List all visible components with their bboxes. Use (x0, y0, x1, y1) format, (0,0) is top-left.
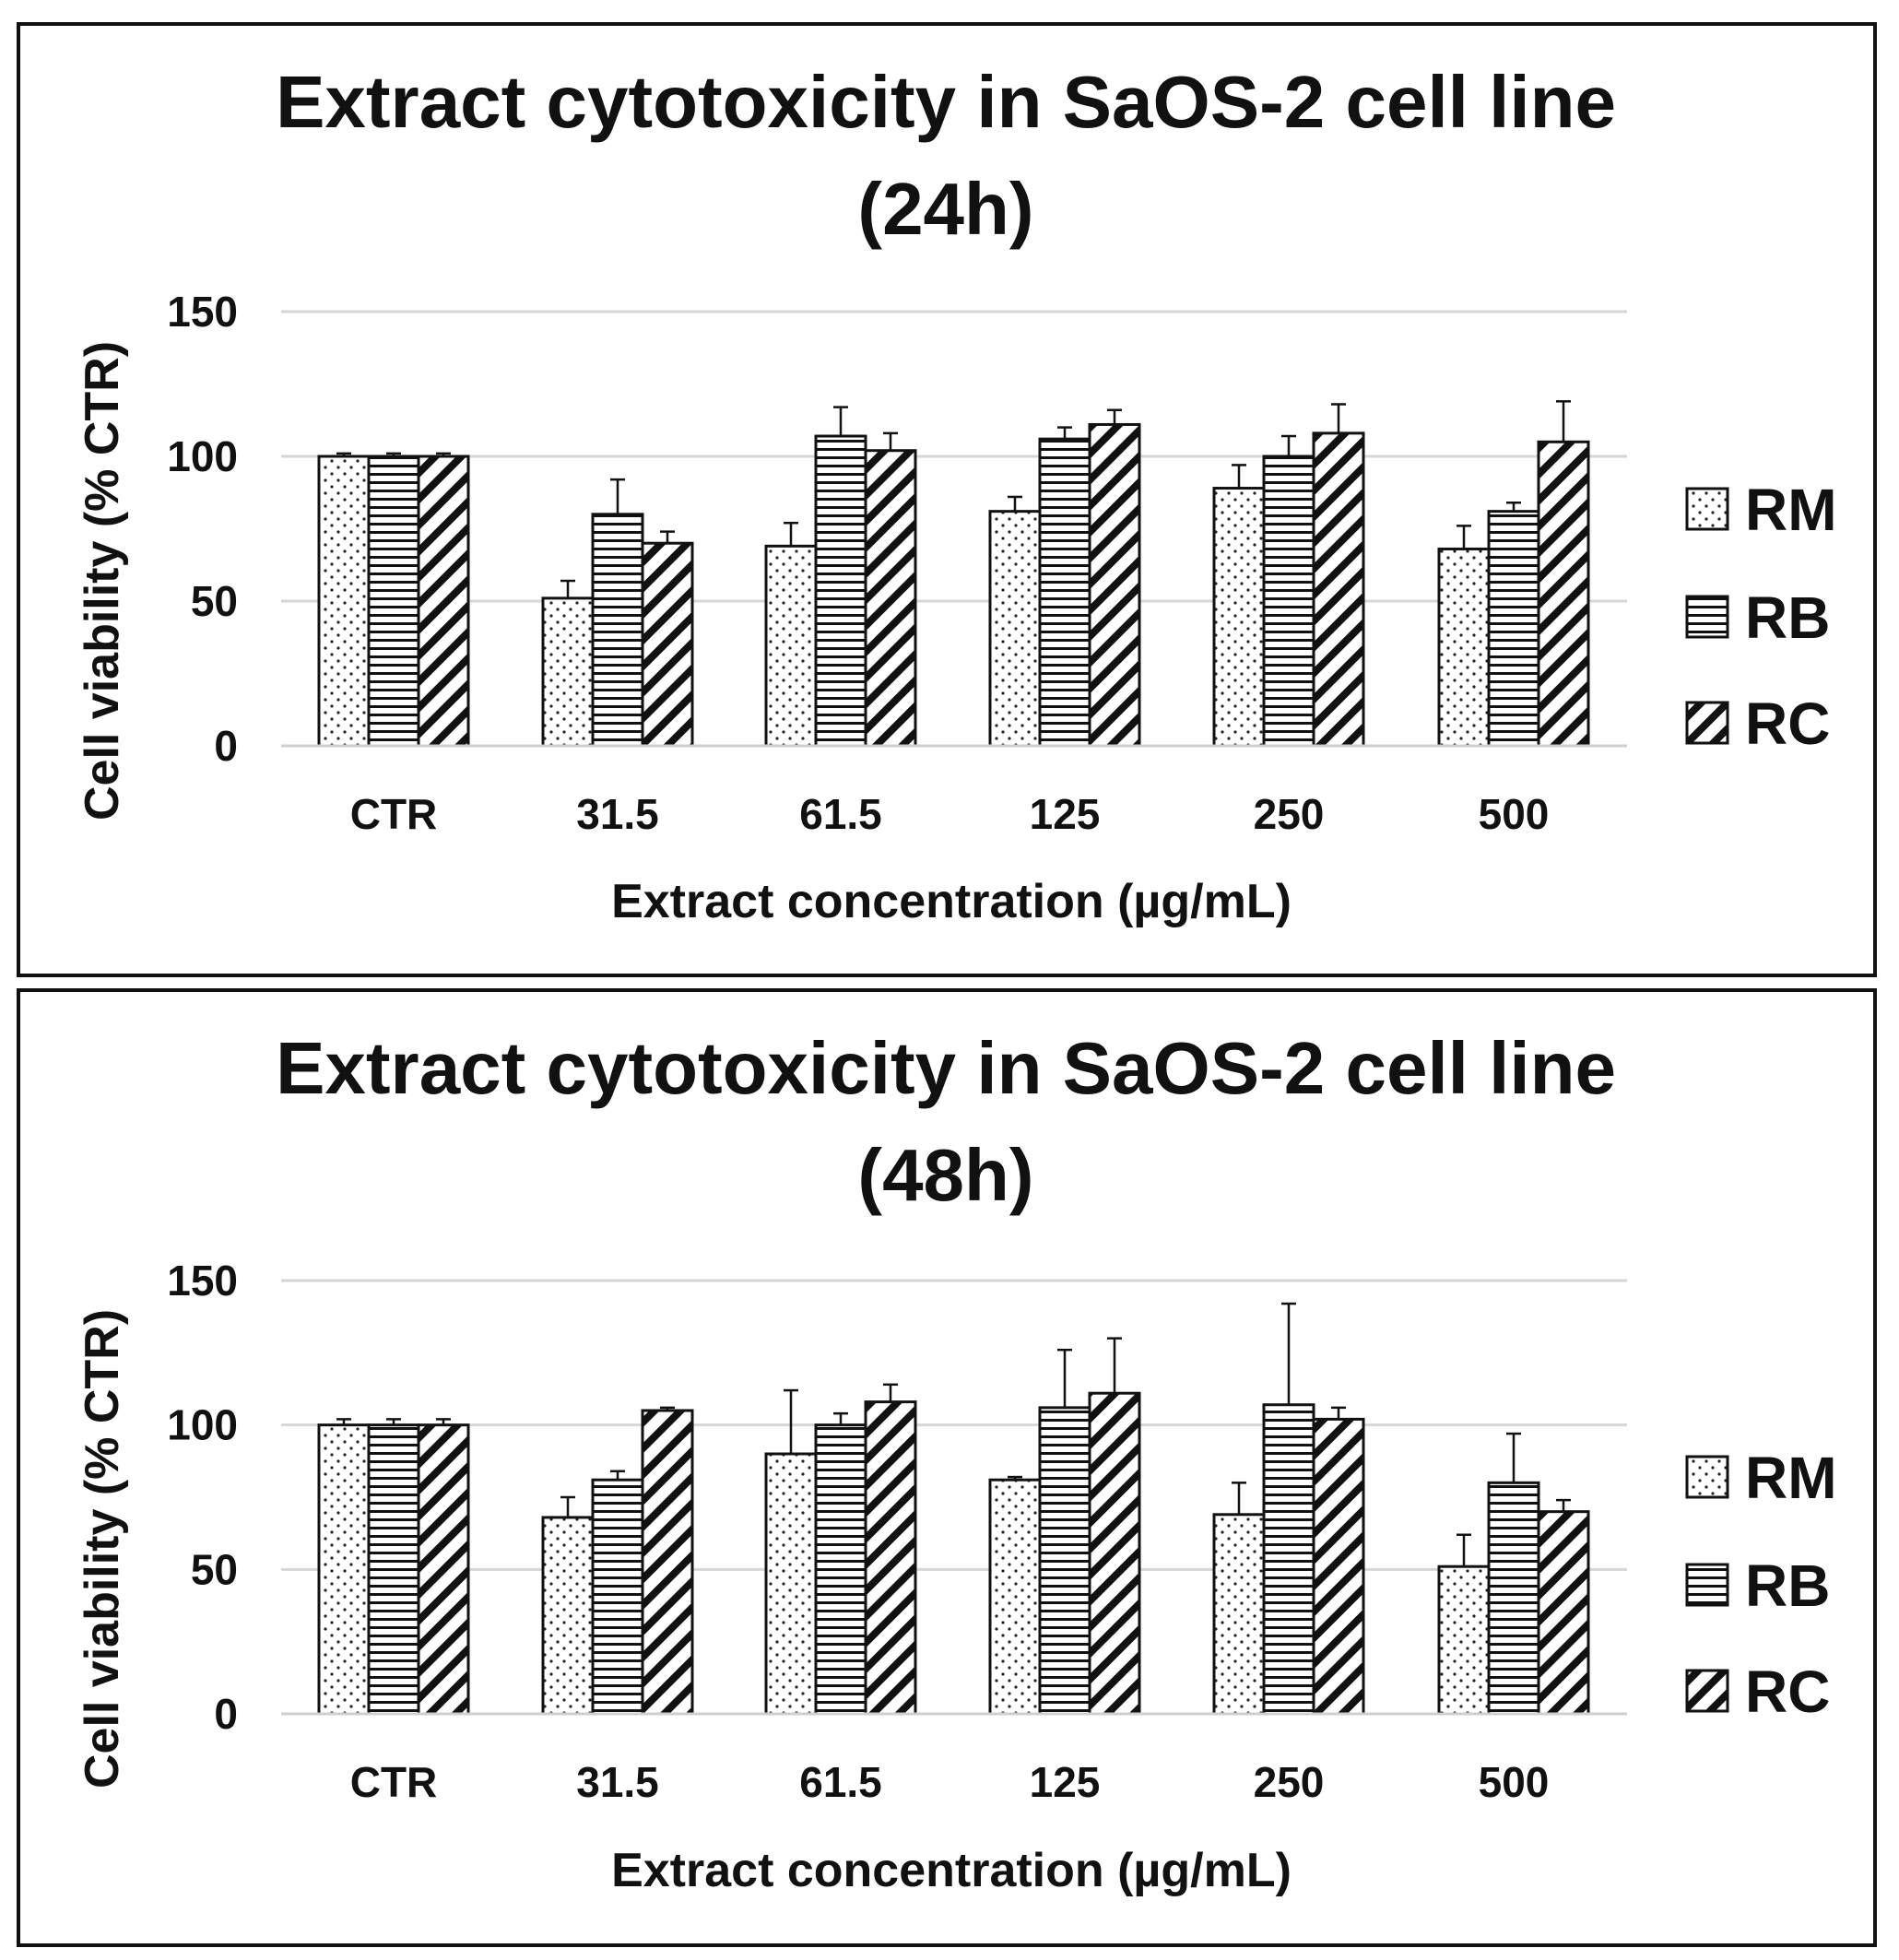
legend-label-rc: RC (1745, 1659, 1830, 1725)
bar-rm (1212, 1513, 1266, 1716)
x-axis-label: Extract concentration (µg/mL) (611, 875, 1292, 928)
bar-rb (1487, 510, 1540, 748)
y-tick-label: 100 (167, 432, 238, 480)
x-tick-label: 31.5 (576, 790, 659, 838)
x-tick-label: 31.5 (576, 1758, 659, 1806)
x-tick-label: 125 (1030, 790, 1101, 838)
legend-swatch-rm (1685, 1455, 1729, 1499)
bar-rb (591, 1478, 644, 1716)
bar-rm (764, 1452, 818, 1716)
bar-rm (541, 596, 595, 748)
legend-swatch-rc (1685, 701, 1729, 745)
y-tick-label: 0 (214, 722, 238, 770)
x-tick-label: 61.5 (799, 790, 882, 838)
bar-rc (417, 1423, 470, 1716)
x-tick-label: 500 (1479, 1758, 1550, 1806)
bar-rb (1262, 1403, 1315, 1716)
bar-rb (367, 1423, 420, 1716)
bar-rc (641, 1409, 694, 1716)
bar-rm (988, 1478, 1042, 1716)
x-tick-label: 61.5 (799, 1758, 882, 1806)
bar-rb (1262, 455, 1315, 748)
legend-swatch-rm (1685, 487, 1729, 531)
plot-area: 0 50 100 150 CTR 31.5 61.5 125 250 500 RM RB RC (167, 288, 1836, 838)
bar-rc (641, 541, 694, 748)
bar-rb (814, 1423, 867, 1716)
bar-rc (864, 449, 917, 748)
bar-rb (1038, 437, 1091, 748)
bar-rb (591, 513, 644, 748)
legend-label-rm: RM (1745, 1445, 1837, 1511)
legend-label-rm: RM (1745, 477, 1837, 543)
bar-rc (1088, 422, 1141, 748)
legend-swatch-rb (1685, 595, 1729, 639)
legend-label-rc: RC (1745, 691, 1830, 757)
x-tick-label: 250 (1254, 790, 1325, 838)
x-tick-label: CTR (350, 790, 438, 838)
bar-rm (541, 1516, 595, 1716)
bar-rm (1437, 547, 1491, 748)
legend-swatch-rc (1685, 1669, 1729, 1713)
x-tick-label: 250 (1254, 1758, 1325, 1806)
bar-rb (1038, 1406, 1091, 1716)
bar-rm (764, 544, 818, 748)
bar-rc (1537, 440, 1590, 748)
bar-rc (1537, 1510, 1590, 1716)
y-tick-label: 150 (167, 1257, 238, 1305)
bar-rc (417, 455, 470, 748)
y-tick-label: 50 (191, 1545, 238, 1593)
bar-rc (1312, 1417, 1365, 1716)
bar-rb (814, 434, 867, 748)
y-axis-label: Cell viability (% CTR) (76, 1309, 129, 1789)
chart-subtitle: (48h) (857, 1134, 1033, 1216)
chart-subtitle: (24h) (857, 168, 1033, 250)
y-tick-label: 0 (214, 1690, 238, 1738)
bar-rc (1312, 431, 1365, 748)
chart-title: Extract cytotoxicity in SaOS-2 cell line (276, 61, 1616, 143)
legend-label-rb: RB (1745, 584, 1830, 651)
bar-rc (1088, 1391, 1141, 1716)
x-tick-label: 500 (1479, 790, 1550, 838)
y-tick-label: 100 (167, 1401, 238, 1449)
bar-rm (317, 1423, 371, 1716)
plot-area: 0 50 100 150 CTR 31.5 61.5 125 250 500 RM RB RC (167, 1257, 1836, 1806)
legend-swatch-rb (1685, 1563, 1729, 1607)
y-axis-label: Cell viability (% CTR) (76, 341, 129, 821)
bar-rm (317, 455, 371, 748)
chart-24h: Extract cytotoxicity in SaOS-2 cell line… (76, 61, 1837, 928)
x-tick-label: 125 (1030, 1758, 1101, 1806)
chart-48h: Extract cytotoxicity in SaOS-2 cell line… (76, 1027, 1837, 1897)
legend-label-rb: RB (1745, 1553, 1830, 1619)
bar-rb (1487, 1481, 1540, 1716)
y-tick-label: 150 (167, 288, 238, 336)
bar-rm (1437, 1564, 1491, 1716)
y-tick-label: 50 (191, 577, 238, 625)
bar-rm (1212, 487, 1266, 748)
bar-rb (367, 455, 420, 748)
x-tick-label: CTR (350, 1758, 438, 1806)
bar-rc (864, 1400, 917, 1716)
chart-title: Extract cytotoxicity in SaOS-2 cell line (276, 1027, 1616, 1109)
bar-rm (988, 510, 1042, 748)
x-axis-label: Extract concentration (µg/mL) (611, 1844, 1292, 1897)
